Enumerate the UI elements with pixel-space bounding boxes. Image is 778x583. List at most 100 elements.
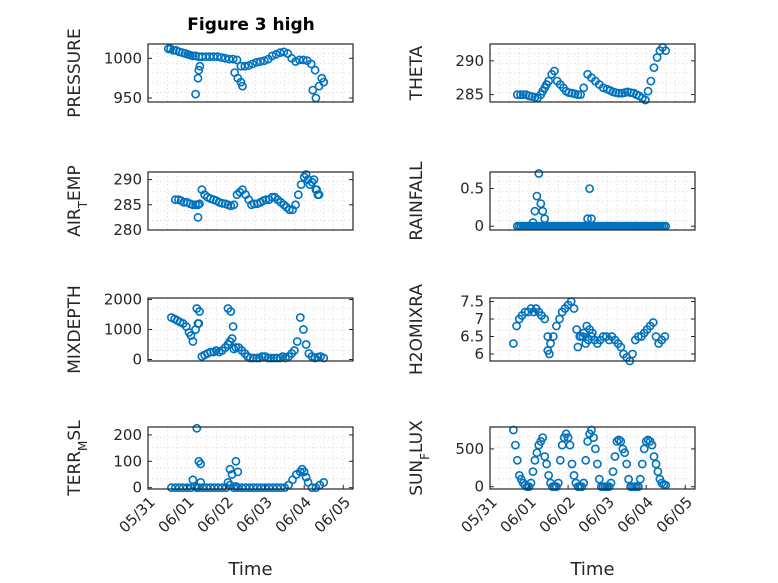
x-tick-label: 06/04 [272,493,315,536]
data-point [532,191,542,201]
x-tick-label: 06/02 [536,493,579,536]
y-tick-label: 285 [113,196,142,214]
x-axis-label: Time [569,559,614,580]
data-point [643,86,653,96]
subplot-h2omixra: 66.577.5 H2OMIXRA [407,284,696,375]
data-point [216,53,226,62]
data-point [296,180,306,189]
data-point [532,448,542,458]
data-point [635,474,645,484]
data-point [550,66,559,76]
data-point [299,467,309,477]
data-point [606,478,616,488]
data-point [188,337,198,346]
data-point [545,349,554,359]
x-tick-label: 06/05 [311,493,354,536]
data-point [266,353,276,363]
data-point [661,46,671,56]
data-point [540,214,550,224]
data-point [182,483,192,493]
data-point [573,90,583,99]
data-point [538,433,548,442]
axes-box [489,171,696,231]
y-axis-label: SUNFLUX [407,420,432,496]
data-point [312,185,322,195]
data-point [319,353,329,363]
data-point [263,353,273,363]
data-point [620,448,630,458]
data-point [639,444,649,454]
data-point [269,353,279,363]
data-point [591,444,600,454]
y-tick-label: 0 [474,478,484,496]
data-point [628,349,637,359]
data-point [647,440,657,450]
data-point [170,195,180,205]
data-point [660,332,670,341]
data-point [593,459,602,469]
subplot-mixdepth: 0 1000 2000 MIXDEPTH [65,285,354,374]
x-tick-label: 06/01 [155,493,198,536]
data-point [536,199,546,208]
data-point [512,455,522,465]
y-tick-label: 0 [132,479,142,497]
subplot-pressure: 950 1000 PRESSURE [65,28,354,118]
data-point [306,59,316,69]
data-point [518,90,528,99]
subplot-theta: 285 290 THETA [407,43,696,105]
figure-title: Figure 3 high [187,15,315,35]
data-point [552,321,561,331]
data-point [509,339,518,348]
data-point [538,206,548,216]
y-tick-label: 950 [113,89,142,107]
data-point [231,456,241,466]
data-point [309,175,319,184]
y-axis-label: H2OMIXRA [407,284,427,375]
data-point [195,61,205,71]
x-tick-label: 06/05 [653,493,696,536]
data-point [637,459,647,469]
y-tick-label: 290 [113,171,142,189]
data-point [194,65,204,75]
data-point [530,455,540,465]
data-point [610,452,620,461]
data-point [542,459,551,469]
y-axis-label: AIRTEMP [65,165,90,236]
axes-box [489,426,696,490]
x-tick-label: 05/31 [116,493,159,536]
y-tick-label: 0.5 [460,180,484,198]
y-tick-label: 6.5 [460,328,484,346]
data-point [293,190,303,200]
axes-box [147,171,354,231]
y-tick-label: 1000 [104,49,142,67]
data-point [516,90,525,99]
data-point [193,73,203,83]
data-point [252,57,261,67]
data-point [528,467,538,476]
axes-box [147,43,354,103]
y-tick-label: 6 [474,345,484,363]
data-point [248,59,257,69]
data-point [291,200,300,210]
axes-box [147,426,354,490]
data-point [579,478,589,488]
y-axis-label: PRESSURE [65,28,85,117]
data-point [511,440,520,450]
data-point [608,467,618,476]
data-point [292,337,302,346]
data-point [651,459,661,469]
data-point [579,83,589,93]
data-point [295,313,305,322]
axes-box [489,43,696,103]
y-axis-label: THETA [407,45,427,101]
data-point [226,307,236,316]
subplot-rainfall: 0 0.5 RAINFALL [407,161,696,241]
data-point [653,467,663,476]
data-point [195,199,204,209]
data-point [301,472,311,482]
data-point [196,477,206,487]
data-point [314,190,324,200]
data-point [310,65,320,75]
